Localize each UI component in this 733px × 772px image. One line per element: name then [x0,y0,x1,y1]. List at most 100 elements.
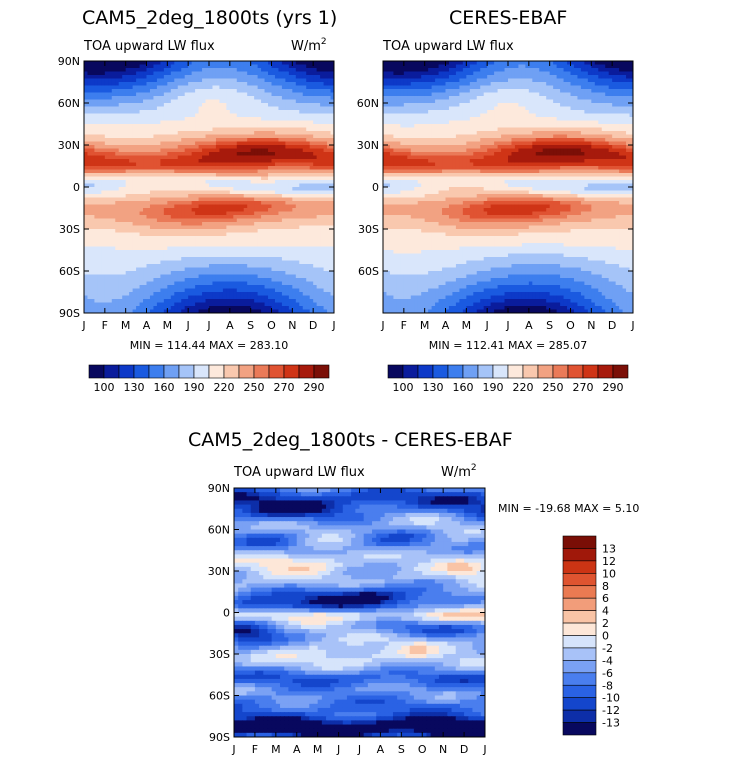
field-cell [115,145,120,150]
field-cell [257,253,262,258]
field-cell [167,208,172,213]
field-cell [125,113,130,118]
field-cell [250,145,255,150]
field-cell [271,183,276,188]
field-cell [243,229,248,234]
field-cell [233,127,238,132]
field-cell [125,243,130,248]
field-cell [285,127,290,132]
field-cell [285,103,290,108]
field-cell [299,89,304,94]
field-cell [90,243,96,248]
field-cell [97,96,102,101]
field-cell [278,285,283,290]
field-cell [302,71,307,76]
field-cell [261,183,266,188]
field-cell [188,260,193,265]
field-cell [212,85,217,90]
field-cell [129,89,134,94]
field-cell [205,295,210,300]
field-cell [160,64,165,69]
field-cell [167,61,172,66]
field-cell [184,194,189,199]
field-cell [115,96,120,101]
field-cell [87,96,92,101]
field-cell [191,148,196,153]
field-cell [226,285,231,290]
field-cell [212,180,217,185]
field-cell [285,117,290,122]
field-cell [184,246,189,251]
field-cell [160,138,165,143]
field-cell [202,85,207,90]
field-cell [139,96,144,101]
field-cell [149,71,155,76]
field-cell [177,85,182,90]
field-cell [160,162,165,167]
field-cell [181,260,186,265]
field-cell [243,201,248,206]
field-cell [163,148,168,153]
field-cell [306,225,311,230]
field-cell [90,110,96,115]
field-cell [108,222,113,227]
field-cell [281,138,286,143]
field-cell [139,78,144,83]
field-cell [313,92,318,97]
field-cell [160,295,165,300]
field-cell [330,295,334,300]
field-cell [295,78,300,83]
field-cell [295,232,300,237]
field-cell [167,138,172,143]
field-cell [205,253,210,258]
field-cell [94,159,99,164]
field-cell [163,267,168,272]
field-cell [240,148,245,153]
field-cell [274,131,280,136]
field-cell [236,278,241,283]
field-cell [125,162,130,167]
field-cell [292,204,297,209]
field-cell [191,145,196,150]
field-cell [257,85,262,90]
field-cell [153,288,158,293]
field-cell [278,61,283,66]
field-cell [191,173,196,178]
field-cell [101,222,106,227]
field-cell [181,176,186,181]
field-cell [90,302,96,307]
field-cell [302,236,307,241]
field-cell [226,292,231,297]
field-cell [156,75,161,80]
field-cell [316,120,321,125]
field-cell [198,215,203,220]
field-cell [104,145,109,150]
field-cell [306,134,311,139]
field-cell [292,82,297,87]
field-cell [205,229,210,234]
field-cell [295,96,300,101]
field-cell [247,124,252,129]
field-cell [330,211,334,216]
field-cell [136,162,141,167]
field-cell [233,239,238,244]
field-cell [288,295,293,300]
field-cell [118,302,123,307]
field-cell [139,120,144,125]
field-cell [285,295,290,300]
field-cell [87,173,92,178]
field-cell [222,124,227,129]
field-cell [330,92,334,97]
field-cell [170,229,175,234]
field-cell [323,285,328,290]
field-cell [330,138,334,143]
field-cell [87,236,92,241]
field-cell [226,85,231,90]
field-cell [233,152,238,157]
field-cell [215,180,221,185]
field-cell [101,180,106,185]
field-cell [243,215,248,220]
field-cell [167,225,172,230]
field-cell [247,61,252,66]
field-cell [177,155,182,160]
